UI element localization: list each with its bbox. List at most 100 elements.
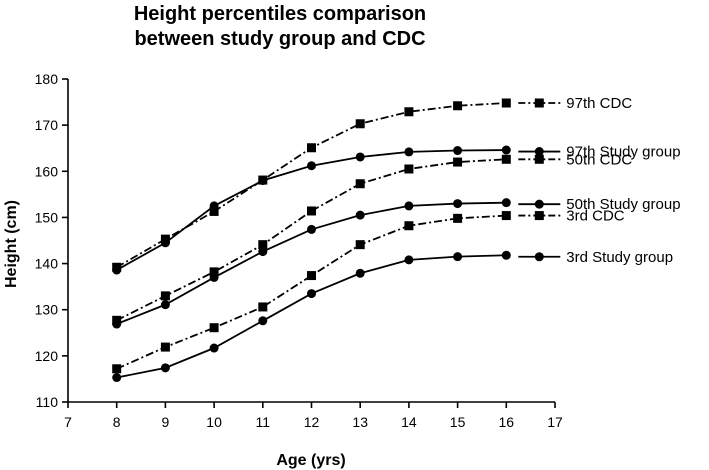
chart-title-line-2: between study group and CDC	[134, 28, 426, 50]
data-point	[404, 147, 414, 157]
legend-key-marker	[534, 98, 544, 108]
data-point	[501, 98, 511, 108]
series-line	[116, 201, 507, 325]
data-point	[453, 252, 463, 262]
data-point	[160, 342, 170, 352]
y-tick-label: 130	[35, 302, 59, 318]
y-tick-label: 120	[35, 348, 59, 364]
data-point	[258, 176, 268, 186]
data-point	[209, 343, 219, 353]
y-tick-label: 150	[35, 209, 59, 225]
data-point	[404, 107, 414, 117]
x-tick-label: 13	[352, 414, 368, 430]
data-point	[209, 206, 219, 216]
data-point	[209, 267, 219, 277]
data-point	[355, 210, 365, 220]
data-point	[307, 161, 316, 171]
data-point	[453, 199, 463, 209]
x-axis-label: Age (yrs)	[276, 452, 345, 469]
series-layer	[112, 98, 511, 383]
series-3rd-cdc	[112, 211, 511, 374]
data-point	[404, 164, 414, 174]
data-point	[404, 201, 414, 211]
data-point	[501, 145, 511, 155]
data-point	[307, 224, 316, 234]
legend-key-marker	[534, 252, 544, 262]
data-point	[453, 146, 463, 156]
data-point	[112, 265, 122, 275]
data-point	[160, 238, 170, 248]
x-tick-label: 7	[64, 414, 72, 430]
x-tick-label: 10	[206, 414, 222, 430]
x-tick-label: 14	[401, 414, 417, 430]
data-point	[209, 201, 219, 211]
series-3rd-study-group	[112, 250, 511, 383]
series-line	[116, 102, 507, 269]
axes: 7 8 9 10 11 12 13 14 15 16 17 110 120 130 140 150 160 170…	[35, 71, 563, 430]
data-point	[160, 300, 170, 310]
chart-title: Height percentiles comparison between st…	[60, 2, 500, 52]
series-line	[116, 158, 507, 322]
legend-key-marker	[534, 199, 544, 209]
data-point	[404, 255, 414, 265]
x-tick-label: 17	[547, 414, 563, 430]
legend-key-marker	[534, 147, 544, 157]
series-97th-cdc	[112, 98, 511, 272]
data-point	[258, 240, 268, 250]
legend-label: 50th CDC	[566, 151, 632, 168]
x-tick-label: 11	[256, 414, 271, 430]
data-point	[404, 221, 414, 231]
data-point	[355, 119, 365, 129]
data-point	[355, 179, 365, 189]
data-point	[453, 101, 463, 111]
data-point	[307, 143, 316, 153]
y-tick-label: 170	[35, 117, 59, 133]
y-tick-label: 110	[36, 394, 59, 410]
legend-label: 3rd CDC	[566, 208, 625, 225]
data-point	[209, 323, 219, 333]
x-tick-label: 16	[499, 414, 515, 430]
data-point	[258, 316, 268, 326]
legend-key-marker	[534, 211, 544, 221]
legend-key-marker	[534, 154, 544, 164]
legend-label: 50th Study group	[566, 196, 680, 213]
data-point	[112, 373, 122, 383]
x-tick-label: 15	[450, 414, 466, 430]
legend-label: 97th CDC	[566, 95, 632, 112]
x-tick-label: 9	[162, 414, 170, 430]
series-50th-cdc	[112, 154, 511, 325]
chart-title-line-1: Height percentiles comparison	[133, 3, 427, 25]
data-point	[307, 271, 316, 281]
data-point	[355, 240, 365, 250]
legend-label: 97th Study group	[566, 144, 680, 161]
data-point	[501, 250, 511, 260]
data-point	[501, 198, 511, 208]
data-point	[160, 291, 170, 301]
legend-label: 3rd Study group	[566, 249, 673, 266]
series-97th-study-group	[112, 145, 511, 275]
data-point	[307, 289, 316, 299]
data-point	[112, 364, 122, 374]
series-50th-study-group	[112, 198, 511, 329]
data-point	[258, 302, 268, 312]
data-point	[209, 272, 219, 282]
data-point	[307, 206, 316, 216]
y-tick-label: 180	[35, 71, 59, 87]
data-point	[160, 363, 170, 373]
series-line	[116, 214, 507, 370]
y-tick-label: 140	[35, 256, 59, 272]
data-point	[501, 211, 511, 221]
data-point	[258, 247, 268, 257]
data-point	[112, 319, 122, 329]
y-tick-label: 160	[35, 163, 59, 179]
x-tick-label: 12	[304, 414, 320, 430]
data-point	[355, 268, 365, 278]
data-point	[453, 157, 463, 167]
data-point	[501, 154, 511, 164]
data-point	[355, 152, 365, 162]
x-tick-label: 8	[113, 414, 121, 430]
data-point	[453, 213, 463, 223]
y-axis-label: Height (cm)	[3, 200, 20, 288]
